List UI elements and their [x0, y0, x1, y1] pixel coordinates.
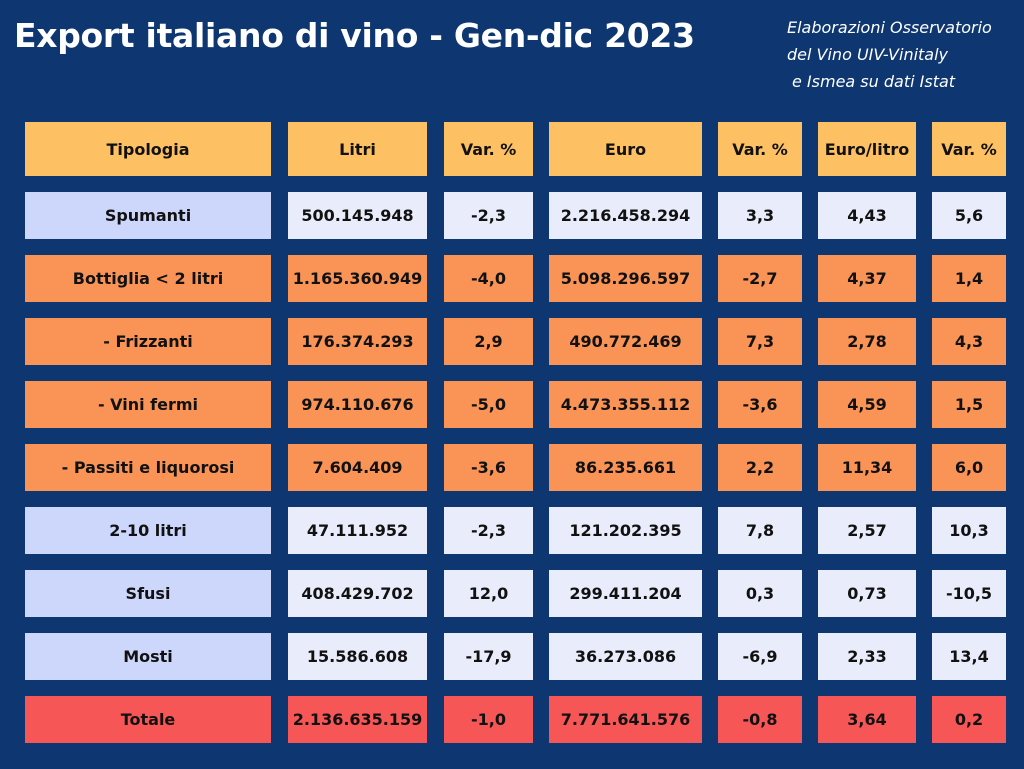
table-cell: 0,2 — [932, 696, 1006, 743]
title: Export italiano di vino - Gen-dic 2023 — [14, 16, 695, 55]
table-cell: 121.202.395 — [549, 507, 702, 554]
column-header: Tipologia — [25, 122, 271, 176]
row-label: Mosti — [25, 633, 271, 680]
table-cell: -5,0 — [444, 381, 533, 428]
table-cell: 1,5 — [932, 381, 1006, 428]
table-cell: 36.273.086 — [549, 633, 702, 680]
table-cell: 2.216.458.294 — [549, 192, 702, 239]
table-cell: 1,4 — [932, 255, 1006, 302]
row-label: Spumanti — [25, 192, 271, 239]
row-label: Bottiglia < 2 litri — [25, 255, 271, 302]
table-cell: 1.165.360.949 — [288, 255, 427, 302]
table-cell: 7.771.641.576 — [549, 696, 702, 743]
row-label: - Vini fermi — [25, 381, 271, 428]
table-cell: 490.772.469 — [549, 318, 702, 365]
table-cell: 47.111.952 — [288, 507, 427, 554]
table-cell: 3,3 — [718, 192, 802, 239]
column-header: Euro/litro — [818, 122, 916, 176]
table-cell: 7,3 — [718, 318, 802, 365]
table-cell: -17,9 — [444, 633, 533, 680]
column-header: Euro — [549, 122, 702, 176]
table-cell: 2,78 — [818, 318, 916, 365]
table-cell: -2,3 — [444, 507, 533, 554]
table-cell: -0,8 — [718, 696, 802, 743]
table-cell: 13,4 — [932, 633, 1006, 680]
source-line: e Ismea su dati Istat — [792, 72, 956, 91]
column-header: Litri — [288, 122, 427, 176]
table-cell: -3,6 — [718, 381, 802, 428]
table-cell: -2,3 — [444, 192, 533, 239]
column-header: Var. % — [718, 122, 802, 176]
row-label: 2-10 litri — [25, 507, 271, 554]
row-label: Totale — [25, 696, 271, 743]
table-cell: 15.586.608 — [288, 633, 427, 680]
table-cell: 7,8 — [718, 507, 802, 554]
table-cell: 4,3 — [932, 318, 1006, 365]
table-cell: 500.145.948 — [288, 192, 427, 239]
table-cell: 4,59 — [818, 381, 916, 428]
table-cell: 10,3 — [932, 507, 1006, 554]
table-cell: 0,3 — [718, 570, 802, 617]
table-cell: 176.374.293 — [288, 318, 427, 365]
table-cell: -4,0 — [444, 255, 533, 302]
table-cell: 974.110.676 — [288, 381, 427, 428]
column-header: Var. % — [444, 122, 533, 176]
table-cell: 86.235.661 — [549, 444, 702, 491]
table-cell: 4,43 — [818, 192, 916, 239]
table-cell: -6,9 — [718, 633, 802, 680]
table-cell: 7.604.409 — [288, 444, 427, 491]
table-cell: 2,33 — [818, 633, 916, 680]
table-cell: 5,6 — [932, 192, 1006, 239]
table-cell: 2,9 — [444, 318, 533, 365]
table-cell: -1,0 — [444, 696, 533, 743]
table-cell: 11,34 — [818, 444, 916, 491]
table-cell: 408.429.702 — [288, 570, 427, 617]
row-label: - Frizzanti — [25, 318, 271, 365]
table-cell: 0,73 — [818, 570, 916, 617]
table-cell: 2.136.635.159 — [288, 696, 427, 743]
table-cell: -3,6 — [444, 444, 533, 491]
table-cell: 2,2 — [718, 444, 802, 491]
table-cell: 2,57 — [818, 507, 916, 554]
table-cell: 4.473.355.112 — [549, 381, 702, 428]
column-header: Var. % — [932, 122, 1006, 176]
table-cell: 5.098.296.597 — [549, 255, 702, 302]
table-cell: -10,5 — [932, 570, 1006, 617]
source-line: Elaborazioni Osservatorio — [787, 18, 992, 37]
source-line: del Vino UIV-Vinitaly — [787, 45, 949, 64]
row-label: Sfusi — [25, 570, 271, 617]
table-cell: 6,0 — [932, 444, 1006, 491]
row-label: - Passiti e liquorosi — [25, 444, 271, 491]
table-cell: 3,64 — [818, 696, 916, 743]
table-cell: 12,0 — [444, 570, 533, 617]
table-cell: -2,7 — [718, 255, 802, 302]
table-cell: 4,37 — [818, 255, 916, 302]
table-cell: 299.411.204 — [549, 570, 702, 617]
